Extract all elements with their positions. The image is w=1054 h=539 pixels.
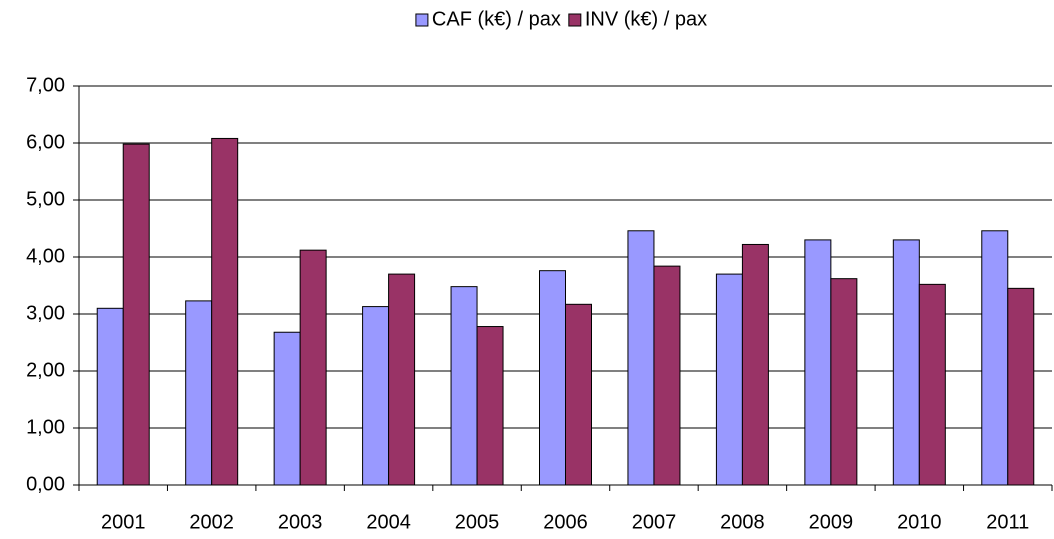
bar [1007,287,1035,486]
legend-label: INV (k€) / pax [585,8,707,30]
bar [830,278,858,486]
bar [804,239,832,486]
x-tick-label: 2010 [897,511,942,533]
x-tick-label: 2009 [809,511,854,533]
bar [653,265,681,486]
bar [476,326,504,486]
bar [273,331,301,486]
bar [211,137,239,486]
y-tick-label: 4,00 [26,245,65,267]
y-tick-label: 7,00 [26,74,65,96]
x-tick-label: 2011 [986,511,1029,533]
bar [122,143,150,486]
x-tick-label: 2006 [543,511,588,533]
x-tick-label: 2004 [366,511,411,533]
x-tick-label: 2003 [278,511,323,533]
y-tick-label: 0,00 [26,473,65,495]
x-tick-label: 2008 [720,511,765,533]
bar [627,230,655,486]
bar [741,243,769,486]
bar [388,273,416,486]
y-tick-label: 3,00 [26,302,65,324]
legend-swatch [415,13,429,27]
x-tick-label: 2002 [189,511,234,533]
legend-label: CAF (k€) / pax [432,8,561,30]
y-tick-label: 2,00 [26,359,65,381]
bar [299,249,327,486]
bar [918,283,946,486]
x-tick-label: 2001 [101,511,146,533]
bar [362,306,390,486]
x-tick-label: 2005 [455,511,500,533]
y-tick-label: 5,00 [26,188,65,210]
bar [981,230,1009,486]
x-tick-label: 2007 [632,511,677,533]
bar [565,303,592,486]
bar [96,307,124,486]
bar [185,300,213,486]
y-tick-label: 1,00 [26,416,65,438]
y-tick-label: 6,00 [26,131,65,153]
bar [450,286,478,486]
bar [539,270,566,486]
legend-swatch [568,13,582,27]
bar [892,239,920,486]
bar [715,273,743,486]
